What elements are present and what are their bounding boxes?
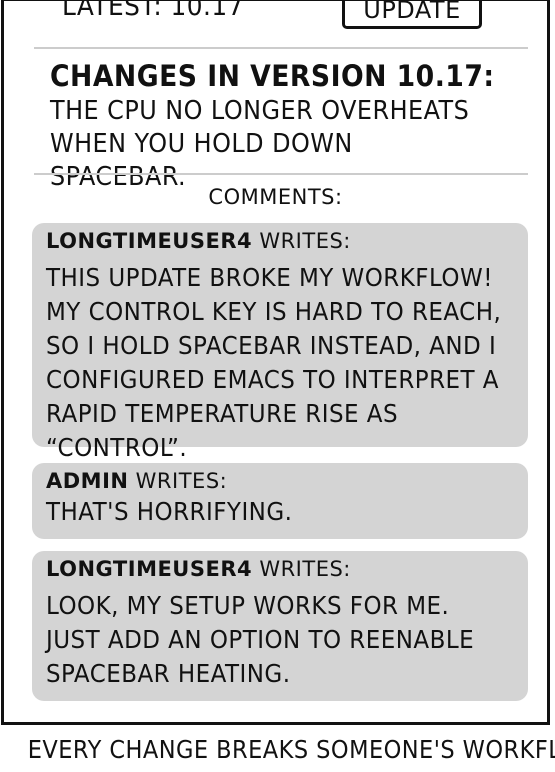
divider bbox=[34, 47, 528, 49]
comic-caption: EVERY CHANGE BREAKS SOMEONE'S WORKFLOW. bbox=[27, 735, 555, 764]
comment-text: THIS UPDATE BROKE MY WORKFLOW! MY CONTRO… bbox=[46, 263, 502, 462]
comment-author[interactable]: ADMIN bbox=[46, 469, 129, 493]
comment-writes-label: WRITES: bbox=[259, 557, 351, 581]
comment-writes-label: WRITES: bbox=[135, 469, 228, 493]
comments-heading: COMMENTS: bbox=[208, 185, 343, 209]
comment-author-line: ADMIN WRITES: bbox=[46, 469, 514, 493]
comment-writes-label: WRITES: bbox=[259, 229, 351, 253]
divider bbox=[34, 173, 528, 175]
comment-1: LONGTIMEUSER4 WRITES: THIS UPDATE BROKE … bbox=[32, 223, 528, 462]
comment-2: ADMIN WRITES: THAT'S HORRIFYING. bbox=[32, 463, 528, 539]
comment-text: THAT'S HORRIFYING. bbox=[46, 497, 293, 526]
changes-text: THE CPU NO LONGER OVERHEATS WHEN YOU HOL… bbox=[50, 96, 470, 192]
comment-author[interactable]: LONGTIMEUSER4 bbox=[46, 557, 253, 581]
update-button[interactable]: UPDATE bbox=[342, 1, 482, 29]
latest-version-label: LATEST: 10.17 bbox=[62, 0, 244, 22]
comic-panel: LATEST: 10.17 UPDATE CHANGES IN VERSION … bbox=[1, 0, 550, 725]
comment-author[interactable]: LONGTIMEUSER4 bbox=[46, 229, 253, 253]
comment-author-line: LONGTIMEUSER4 WRITES: bbox=[46, 229, 514, 253]
changes-title: CHANGES IN VERSION 10.17: bbox=[50, 59, 495, 93]
comment-author-line: LONGTIMEUSER4 WRITES: bbox=[46, 557, 514, 581]
comment-3: LONGTIMEUSER4 WRITES: LOOK, MY SETUP WOR… bbox=[32, 551, 528, 701]
comment-text: LOOK, MY SETUP WORKS FOR ME. JUST ADD AN… bbox=[46, 591, 475, 688]
